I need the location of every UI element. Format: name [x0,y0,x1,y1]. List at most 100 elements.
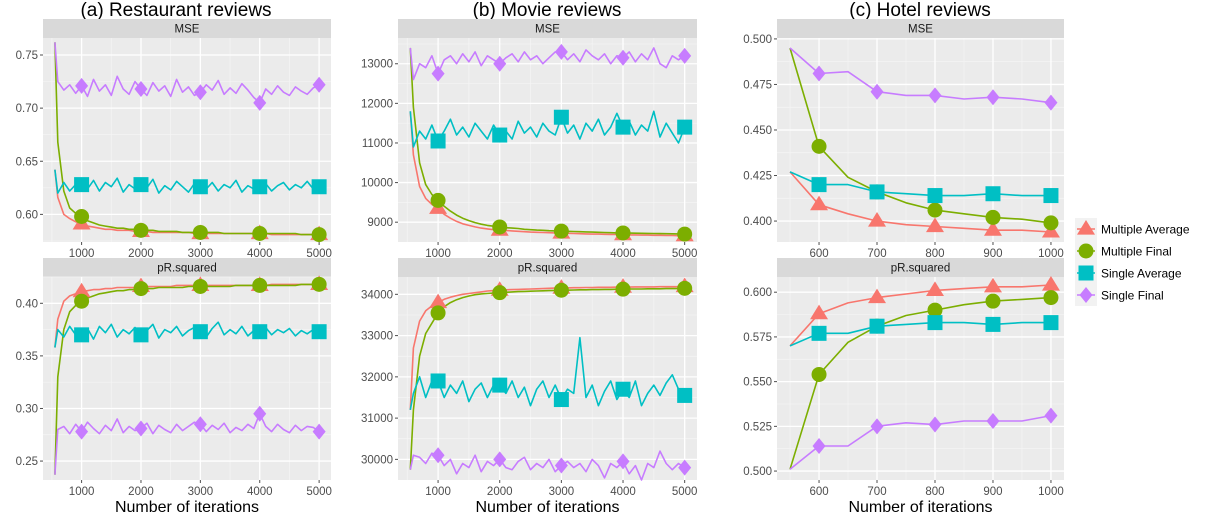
data-point-single-average [927,315,943,331]
legend-key-marker [1077,220,1095,235]
series-line-multiple-average [409,111,685,237]
y-tick-label: 0.550 [743,377,772,389]
series-line-multiple-final [789,296,1052,470]
x-tick-label: 1000 [1038,248,1064,260]
data-point-single-final [678,459,692,476]
data-point-single-final [870,83,884,100]
data-point-single-final [493,451,507,468]
data-point-single-final [312,76,326,93]
data-point-multiple-final [192,224,208,240]
data-point-multiple-final [492,285,508,301]
data-point-multiple-average [983,221,1002,236]
y-tick-label: 0.65 [16,156,38,168]
panel-MSE: MSE 0.400 0.425 0.450 0.475 0.500 600 700 800 900… [743,19,1064,260]
chart-title: (c) Hotel reviews [849,0,990,21]
x-tick-label: 800 [925,248,944,260]
series-line-single-final [54,42,320,104]
series-line-single-average [409,110,686,148]
data-point-single-final [253,405,267,422]
data-point-single-average [677,387,693,403]
data-point-single-final [678,47,692,64]
data-point-single-average [430,133,446,149]
series-line-multiple-average [409,285,685,410]
data-point-multiple-average [72,282,91,298]
data-point-single-average [1043,315,1059,331]
data-point-multiple-final [985,209,1001,225]
facet-strip-label: MSE [535,24,560,36]
y-tick-label: 0.35 [16,351,38,363]
data-point-multiple-final [74,209,90,224]
data-point-single-final [616,49,630,66]
data-point-single-average [311,179,327,195]
x-axis-label: Number of iterations [848,499,992,516]
chart-title: (b) Movie reviews [473,0,622,21]
data-point-single-final [928,416,942,433]
x-tick-label: 5000 [306,486,332,498]
facet-strip [777,19,1064,38]
series-line-multiple-average [789,284,1052,347]
data-point-single-final [928,87,942,104]
data-point-multiple-average [868,212,887,227]
x-tick-label: 3000 [188,248,214,260]
data-point-single-average [311,324,327,340]
data-point-single-average [133,177,149,193]
data-point-single-final [1044,94,1058,111]
data-point-single-final [193,84,207,101]
panel-MSE: MSE 0.60 0.65 0.70 0.75 1000 2000 3000 4000 5000 [16,19,332,260]
facet-strip [43,258,331,277]
legend-label: Multiple Final [1101,245,1172,259]
data-point-multiple-final [553,282,569,298]
series-line-multiple-final [409,47,685,235]
legend: Multiple Average Multiple Final Single Ave… [1075,218,1190,306]
data-point-multiple-final [133,222,149,238]
data-point-single-final [193,416,207,433]
data-point-multiple-final [927,302,943,318]
y-tick-label: 9000 [367,217,393,229]
series-line-multiple-final [54,283,320,475]
y-tick-label: 0.75 [16,50,38,62]
data-point-multiple-final [430,192,446,208]
x-tick-label: 1000 [425,486,451,498]
series-line-single-average [409,336,686,411]
data-point-single-average [869,318,885,334]
data-point-single-average [985,186,1001,202]
data-point-single-average [927,188,943,204]
data-point-single-final [986,412,1000,429]
facet-strip [777,258,1064,277]
y-tick-label: 0.60 [16,209,38,221]
data-point-multiple-final [553,223,569,239]
facet-strip [398,258,697,277]
y-tick-label: 0.30 [16,403,38,415]
facet-strip-label: MSE [908,24,933,36]
data-point-multiple-final [927,202,943,218]
data-point-single-average [1043,188,1059,204]
data-point-single-average [985,316,1001,332]
data-point-multiple-final [492,219,508,235]
series-line-single-average [54,169,320,194]
plot-background [398,277,697,480]
x-tick-label: 5000 [672,486,698,498]
data-point-single-average [553,392,569,408]
y-tick-label: 0.575 [743,332,772,344]
chart-2: (c) Hotel reviews MSE 0.400 0.425 0.450 0.475… [743,0,1064,516]
data-point-multiple-final [1043,215,1059,231]
data-point-single-final [134,420,148,437]
data-point-single-average [553,109,569,125]
facet-strip [398,19,697,38]
x-tick-label: 4000 [247,248,273,260]
data-point-single-final [75,423,89,440]
legend-label: Single Average [1101,267,1182,281]
data-point-multiple-final [133,281,149,297]
series-line-multiple-final [789,47,1052,224]
data-point-single-average [615,381,631,397]
data-point-multiple-final [615,225,631,241]
y-tick-label: 0.40 [16,298,38,310]
data-point-single-final [431,447,445,464]
data-point-single-final [431,65,445,82]
plot-background [43,38,331,242]
data-point-multiple-final [74,293,90,309]
data-point-multiple-final [811,366,827,382]
data-point-multiple-final [311,276,327,292]
series-line-single-final [789,47,1052,104]
data-point-multiple-final [252,226,268,241]
